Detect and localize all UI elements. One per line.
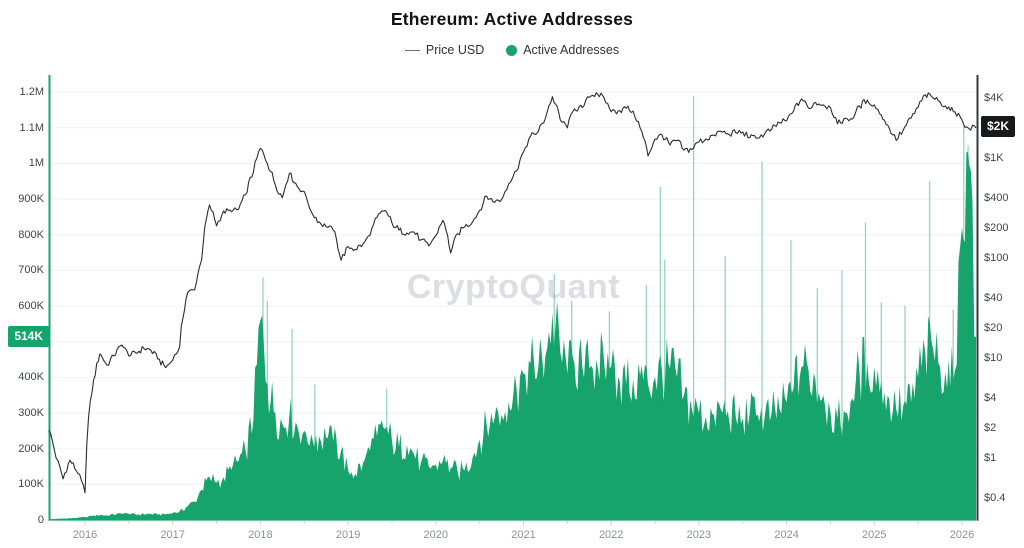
- legend-active-addresses-label: Active Addresses: [523, 43, 620, 57]
- price-line-icon: [404, 49, 420, 51]
- active-addresses-dot-icon: [506, 44, 518, 56]
- latest-active-addresses-badge: 514K: [8, 325, 49, 347]
- legend-item-price[interactable]: Price USD: [404, 43, 485, 57]
- legend: Price USD Active Addresses: [0, 41, 1024, 59]
- legend-item-active-addresses[interactable]: Active Addresses: [506, 43, 619, 57]
- legend-price-label: Price USD: [425, 43, 485, 57]
- page-title: Ethereum: Active Addresses: [390, 9, 634, 29]
- latest-price-badge: $2K: [981, 115, 1016, 137]
- cryptoquant-watermark: CryptoQuant: [406, 268, 621, 306]
